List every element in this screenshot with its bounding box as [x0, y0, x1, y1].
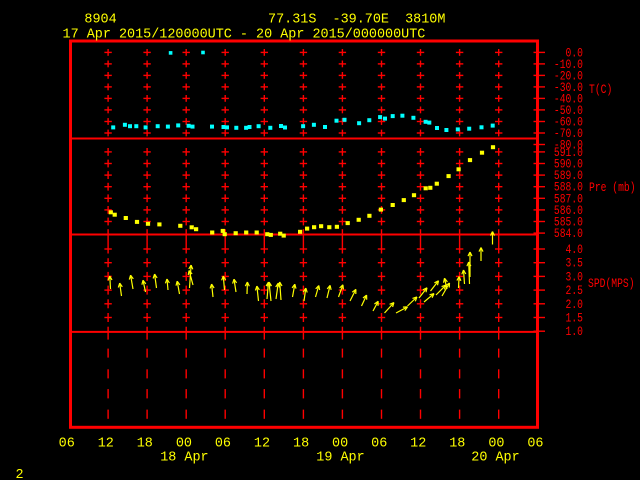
svg-text:589.0: 589.0 [554, 170, 583, 183]
svg-text:-20.0: -20.0 [554, 70, 583, 83]
svg-text:17 Apr 2015/120000UTC - 20 Apr: 17 Apr 2015/120000UTC - 20 Apr 2015/0000… [63, 28, 426, 43]
svg-text:77.31S -39.70E 3810M: 77.31S -39.70E 3810M [268, 13, 445, 28]
svg-text:18: 18 [449, 437, 465, 452]
svg-text:586.0: 586.0 [554, 205, 583, 218]
svg-text:00: 00 [488, 437, 504, 452]
svg-text:0.0: 0.0 [566, 47, 584, 60]
svg-text:587.0: 587.0 [554, 193, 583, 206]
svg-text:-70.0: -70.0 [554, 128, 583, 141]
svg-text:06: 06 [215, 437, 231, 452]
svg-text:2.0: 2.0 [566, 299, 584, 312]
svg-text:18: 18 [293, 437, 309, 452]
svg-text:12: 12 [98, 437, 114, 452]
svg-text:3.5: 3.5 [566, 258, 584, 271]
svg-text:1.0: 1.0 [566, 326, 584, 339]
svg-text:2: 2 [16, 468, 24, 480]
svg-text:18: 18 [137, 437, 153, 452]
svg-text:-80.0: -80.0 [554, 140, 583, 153]
svg-text:T(C): T(C) [589, 84, 612, 97]
svg-text:-10.0: -10.0 [554, 59, 583, 72]
svg-text:4.0: 4.0 [566, 244, 584, 257]
svg-text:00: 00 [332, 437, 348, 452]
svg-text:18 Apr: 18 Apr [160, 451, 208, 466]
svg-text:1.5: 1.5 [566, 313, 584, 326]
svg-text:20 Apr: 20 Apr [471, 451, 519, 466]
svg-text:-40.0: -40.0 [554, 93, 583, 106]
svg-text:588.0: 588.0 [554, 182, 583, 195]
svg-text:00: 00 [176, 437, 192, 452]
svg-text:12: 12 [410, 437, 426, 452]
svg-text:591.0: 591.0 [554, 147, 583, 160]
svg-text:06: 06 [527, 437, 543, 452]
svg-text:Pre (mb): Pre (mb) [589, 182, 636, 195]
svg-text:585.0: 585.0 [554, 217, 583, 230]
svg-text:3.0: 3.0 [566, 271, 584, 284]
svg-text:584.0: 584.0 [554, 228, 583, 241]
svg-text:-60.0: -60.0 [554, 117, 583, 130]
svg-text:SPD(MPS): SPD(MPS) [588, 278, 635, 291]
svg-text:8904: 8904 [84, 13, 116, 28]
svg-text:-50.0: -50.0 [554, 105, 583, 118]
svg-text:590.0: 590.0 [554, 159, 583, 172]
svg-text:06: 06 [59, 437, 75, 452]
svg-text:19 Apr: 19 Apr [316, 451, 364, 466]
svg-text:12: 12 [254, 437, 270, 452]
svg-text:06: 06 [371, 437, 387, 452]
svg-text:2.5: 2.5 [566, 285, 584, 298]
svg-text:-30.0: -30.0 [554, 82, 583, 95]
